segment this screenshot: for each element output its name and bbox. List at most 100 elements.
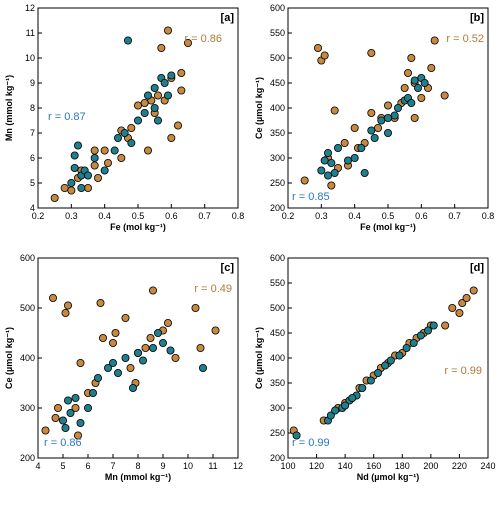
y-tick-label: 250 [270, 178, 285, 188]
point [77, 183, 86, 192]
point [64, 301, 73, 310]
point [133, 101, 142, 110]
point [323, 148, 332, 157]
point [109, 338, 118, 347]
point [114, 133, 123, 142]
point [150, 84, 159, 93]
point [327, 181, 336, 190]
point [163, 318, 172, 327]
x-axis-label: Mn (mmol kg⁻¹) [105, 472, 171, 482]
x-tick-label: 180 [395, 461, 410, 471]
point [148, 286, 157, 295]
point [109, 358, 118, 367]
point [128, 383, 137, 392]
point [400, 84, 409, 93]
point [104, 158, 113, 167]
point [51, 413, 60, 422]
point [143, 91, 152, 100]
y-tick-label: 9 [30, 78, 35, 88]
annotation: r = 0.85 [292, 191, 330, 203]
point [141, 343, 150, 352]
point [383, 101, 392, 110]
point [140, 109, 149, 118]
y-tick-label: 550 [270, 278, 285, 288]
point [407, 99, 416, 108]
point [191, 303, 200, 312]
x-tick-label: 220 [452, 461, 467, 471]
annotation: r = 0.87 [48, 111, 86, 123]
point [66, 408, 75, 417]
point [429, 321, 438, 330]
point [96, 298, 105, 307]
point [133, 116, 142, 125]
point [313, 44, 322, 53]
point [420, 79, 429, 88]
point [427, 64, 436, 73]
point [60, 183, 69, 192]
x-tick-label: 0.4 [348, 211, 361, 221]
point [357, 143, 366, 152]
y-tick-label: 5 [30, 178, 35, 188]
point [343, 156, 352, 165]
point [320, 51, 329, 60]
point [367, 126, 376, 135]
point [163, 26, 172, 35]
point [360, 168, 369, 177]
point [402, 343, 411, 352]
point [373, 368, 382, 377]
y-tick-label: 200 [270, 203, 285, 213]
x-tick-label: 0.8 [232, 211, 245, 221]
point [94, 373, 103, 382]
y-axis-label: Mn (mmol kg⁻¹) [4, 75, 14, 141]
x-tick-label: 0.7 [448, 211, 461, 221]
x-tick-label: 4 [35, 461, 40, 471]
point [430, 36, 439, 45]
point [340, 138, 349, 147]
point [143, 146, 152, 155]
point [330, 106, 339, 115]
x-tick-label: 0.4 [98, 211, 111, 221]
point [90, 153, 99, 162]
x-tick-label: 8 [135, 461, 140, 471]
y-tick-label: 500 [270, 303, 285, 313]
point [70, 163, 79, 172]
point [413, 84, 422, 93]
point [377, 116, 386, 125]
point [127, 138, 136, 147]
point [410, 76, 419, 85]
y-tick-label: 600 [270, 253, 285, 263]
y-axis-label: Ce (µmol kg⁻¹) [254, 327, 264, 389]
x-tick-label: 0.8 [482, 211, 495, 221]
x-tick-label: 5 [60, 461, 65, 471]
point [84, 403, 93, 412]
point [407, 54, 416, 63]
x-tick-label: 0.6 [165, 211, 178, 221]
point [416, 331, 425, 340]
point [326, 411, 335, 420]
point [110, 146, 119, 155]
point [121, 353, 130, 362]
annotation: r = 0.86 [44, 437, 82, 449]
panel-label: [a] [221, 12, 235, 24]
point [469, 286, 478, 295]
point [160, 79, 169, 88]
point [153, 328, 162, 337]
point [133, 348, 142, 357]
point [196, 343, 205, 352]
y-tick-label: 450 [270, 78, 285, 88]
point [150, 104, 159, 113]
x-tick-label: 120 [309, 461, 324, 471]
point [366, 376, 375, 385]
x-tick-label: 160 [366, 461, 381, 471]
x-axis-label: Nd (µmol kg⁻¹) [357, 472, 419, 482]
y-tick-label: 300 [20, 403, 35, 413]
point [292, 431, 301, 440]
y-tick-label: 11 [26, 28, 35, 38]
point [50, 193, 59, 202]
point [386, 356, 395, 365]
y-tick-label: 4 [30, 203, 35, 213]
y-tick-label: 200 [270, 453, 285, 463]
point [348, 393, 357, 402]
point [367, 109, 376, 118]
y-tick-label: 10 [25, 53, 35, 63]
